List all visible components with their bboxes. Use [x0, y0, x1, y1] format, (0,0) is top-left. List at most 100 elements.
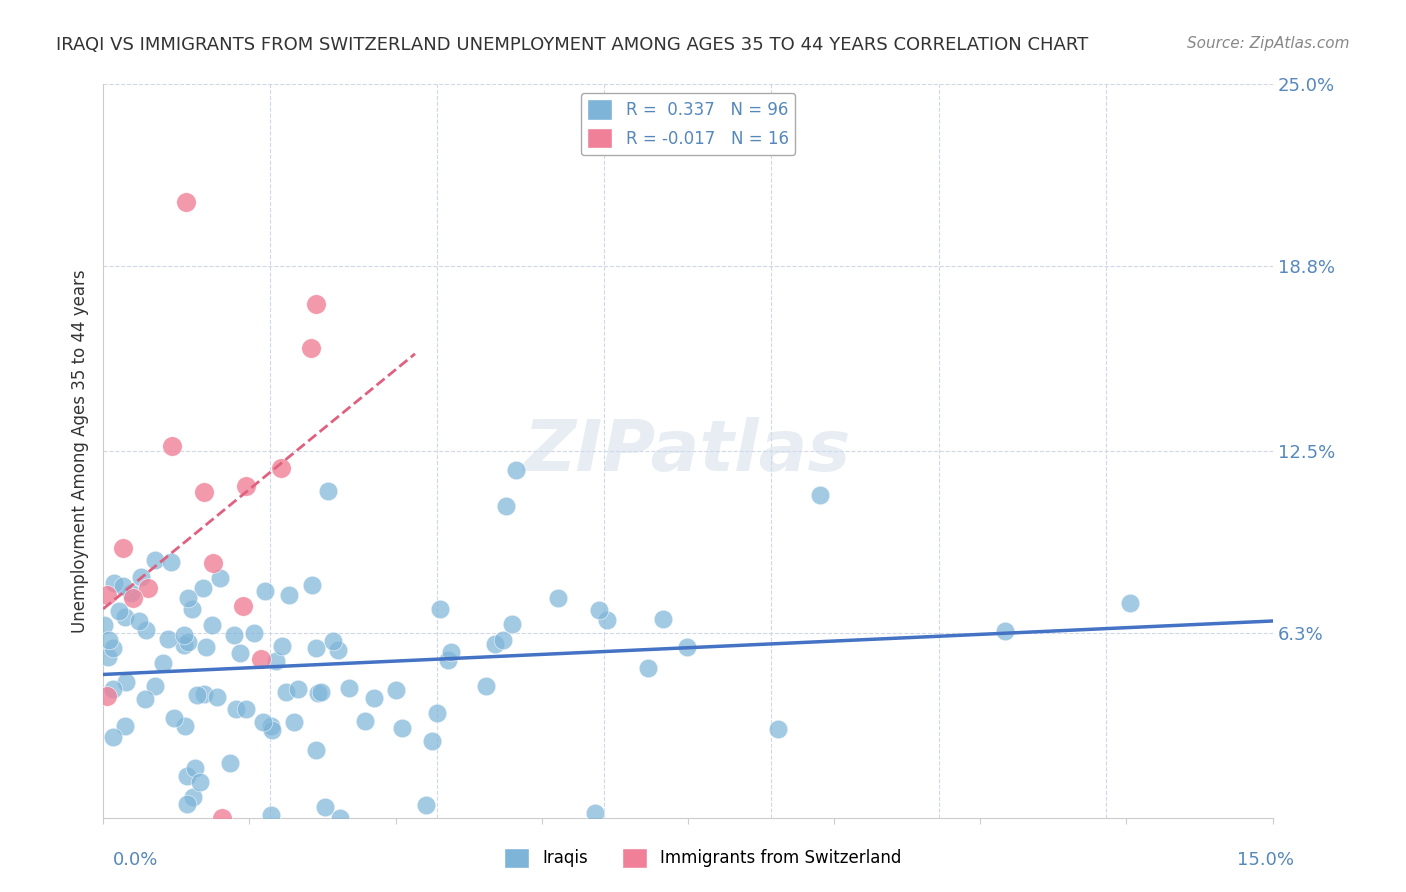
Point — [274, 685, 297, 699]
Point — [211, 811, 233, 825]
Point — [176, 591, 198, 605]
Text: IRAQI VS IMMIGRANTS FROM SWITZERLAND UNEMPLOYMENT AMONG AGES 35 TO 44 YEARS CORR: IRAQI VS IMMIGRANTS FROM SWITZERLAND UNE… — [56, 36, 1088, 54]
Point — [136, 581, 159, 595]
Point — [426, 706, 449, 720]
Point — [135, 623, 157, 637]
Point — [188, 775, 211, 789]
Point — [152, 656, 174, 670]
Point — [270, 460, 292, 475]
Legend: Iraqis, Immigrants from Switzerland: Iraqis, Immigrants from Switzerland — [498, 841, 908, 875]
Point — [271, 640, 294, 654]
Point — [193, 484, 215, 499]
Point — [583, 805, 606, 820]
Point — [676, 640, 699, 654]
Point — [93, 618, 115, 632]
Point — [160, 555, 183, 569]
Point — [98, 633, 121, 648]
Point — [651, 611, 673, 625]
Point — [253, 584, 276, 599]
Point — [191, 581, 214, 595]
Point — [163, 711, 186, 725]
Point — [316, 483, 339, 498]
Point — [501, 616, 523, 631]
Point — [260, 723, 283, 737]
Point — [326, 643, 349, 657]
Point — [176, 769, 198, 783]
Point — [307, 686, 329, 700]
Point — [309, 685, 332, 699]
Point — [120, 586, 142, 600]
Point — [202, 556, 225, 570]
Point — [596, 613, 619, 627]
Point — [128, 614, 150, 628]
Point — [329, 811, 352, 825]
Point — [250, 652, 273, 666]
Point — [260, 719, 283, 733]
Point — [201, 617, 224, 632]
Point — [440, 645, 463, 659]
Point — [337, 681, 360, 695]
Point — [232, 599, 254, 614]
Point — [101, 640, 124, 655]
Point — [322, 634, 344, 648]
Point — [305, 640, 328, 655]
Point — [495, 500, 517, 514]
Text: 15.0%: 15.0% — [1236, 851, 1294, 869]
Point — [97, 649, 120, 664]
Point — [547, 591, 569, 606]
Point — [111, 579, 134, 593]
Point — [228, 646, 250, 660]
Point — [225, 702, 247, 716]
Point — [420, 734, 443, 748]
Point — [177, 635, 200, 649]
Point — [103, 682, 125, 697]
Point — [180, 602, 202, 616]
Point — [637, 661, 659, 675]
Point — [96, 689, 118, 703]
Point — [243, 626, 266, 640]
Point — [768, 722, 790, 736]
Text: Source: ZipAtlas.com: Source: ZipAtlas.com — [1187, 36, 1350, 51]
Point — [437, 653, 460, 667]
Y-axis label: Unemployment Among Ages 35 to 44 years: Unemployment Among Ages 35 to 44 years — [72, 269, 89, 633]
Point — [107, 604, 129, 618]
Point — [181, 790, 204, 805]
Point — [235, 479, 257, 493]
Point — [314, 800, 336, 814]
Point — [354, 714, 377, 729]
Point — [176, 797, 198, 812]
Text: ZIPatlas: ZIPatlas — [524, 417, 852, 485]
Point — [186, 689, 208, 703]
Point — [484, 637, 506, 651]
Point — [474, 679, 496, 693]
Point — [134, 691, 156, 706]
Point — [277, 588, 299, 602]
Point — [305, 743, 328, 757]
Point — [588, 603, 610, 617]
Point — [174, 719, 197, 733]
Point — [385, 683, 408, 698]
Point — [114, 719, 136, 733]
Point — [235, 702, 257, 716]
Point — [115, 674, 138, 689]
Point — [143, 679, 166, 693]
Point — [1119, 596, 1142, 610]
Point — [252, 715, 274, 730]
Legend: R =  0.337   N = 96, R = -0.017   N = 16: R = 0.337 N = 96, R = -0.017 N = 16 — [581, 93, 796, 155]
Point — [260, 808, 283, 822]
Point — [283, 714, 305, 729]
Point — [131, 569, 153, 583]
Text: 0.0%: 0.0% — [112, 851, 157, 869]
Point — [808, 488, 831, 502]
Point — [96, 588, 118, 602]
Point — [505, 463, 527, 477]
Point — [208, 571, 231, 585]
Point — [173, 628, 195, 642]
Point — [205, 690, 228, 705]
Point — [114, 609, 136, 624]
Point — [160, 439, 183, 453]
Point — [101, 730, 124, 744]
Point — [299, 342, 322, 356]
Point — [264, 654, 287, 668]
Point — [363, 691, 385, 706]
